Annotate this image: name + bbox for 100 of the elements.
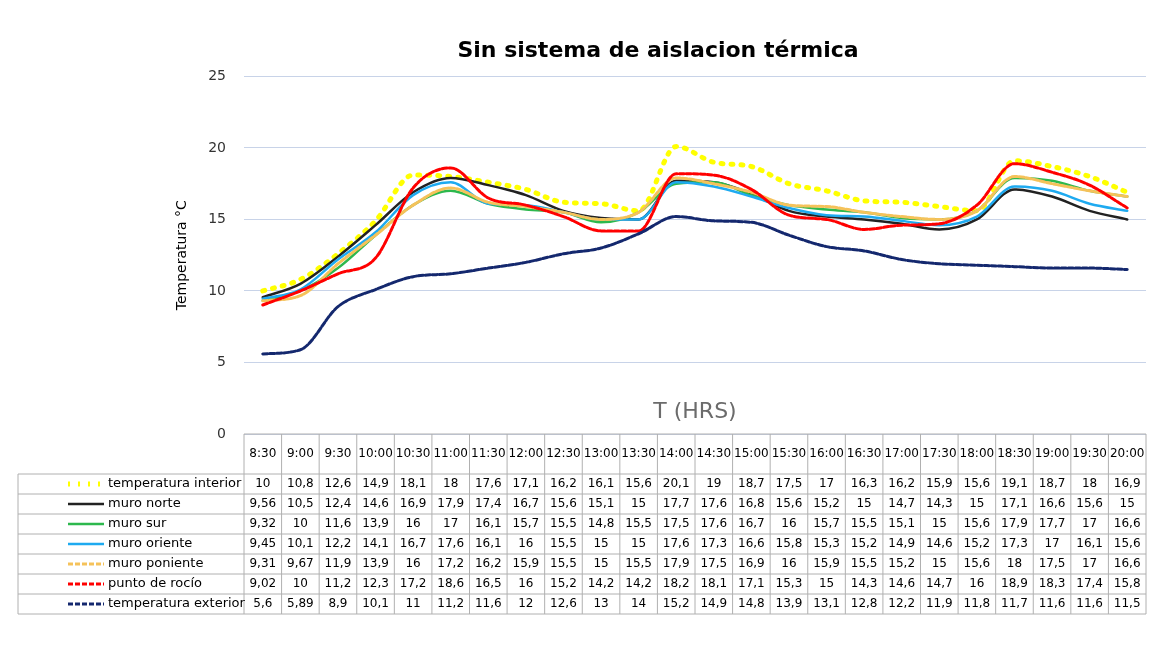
data-label: 15,2 <box>850 536 878 551</box>
data-label: 15,5 <box>625 556 652 571</box>
data-label: 15,6 <box>963 476 991 491</box>
data-label: 17,6 <box>700 516 728 531</box>
data-label: 17,7 <box>662 496 690 511</box>
data-label: 12,8 <box>850 596 878 611</box>
data-label: 12,6 <box>324 476 352 491</box>
data-label: 15 <box>931 556 947 571</box>
data-label: 12,3 <box>362 576 389 591</box>
x-tick-label: 15:00 <box>734 446 769 461</box>
data-label: 18,6 <box>437 576 465 591</box>
data-label: 14,2 <box>625 576 652 591</box>
data-label: 11 <box>405 596 421 611</box>
data-label: 15 <box>969 496 985 511</box>
x-tick-label: 14:00 <box>658 446 694 461</box>
data-label: 11,5 <box>1113 596 1141 611</box>
data-label: 11,8 <box>963 596 991 611</box>
data-label: 16 <box>969 576 985 591</box>
data-label: 17,1 <box>738 576 765 591</box>
legend-label: muro oriente <box>108 535 193 551</box>
data-label: 15,9 <box>512 556 540 571</box>
data-label: 15,6 <box>963 516 991 531</box>
data-label: 15,8 <box>1113 576 1141 591</box>
data-label: 15,6 <box>550 496 577 511</box>
data-label: 16,7 <box>399 536 427 551</box>
data-label: 15,2 <box>813 496 840 511</box>
y-tick-label: 0 <box>217 424 226 441</box>
data-label: 12 <box>518 596 534 611</box>
y-tick-label: 20 <box>208 138 226 155</box>
data-label: 17,9 <box>1001 516 1028 531</box>
x-tick-label: 19:30 <box>1072 446 1107 461</box>
data-label: 17,3 <box>700 536 728 551</box>
data-label: 11,2 <box>324 576 352 591</box>
data-label: 17,6 <box>700 496 728 511</box>
data-label: 13 <box>593 596 609 611</box>
data-label: 18,1 <box>700 576 728 591</box>
data-label: 13,9 <box>362 556 389 571</box>
data-label: 17,9 <box>662 556 690 571</box>
data-label: 9,67 <box>287 556 314 571</box>
data-label: 15,5 <box>625 516 652 531</box>
data-label: 8,9 <box>328 596 348 611</box>
data-label: 18 <box>443 476 459 491</box>
legend-label: muro sur <box>108 515 168 531</box>
data-label: 15 <box>630 496 647 511</box>
legend-label: temperatura interior <box>108 475 242 491</box>
data-label: 16 <box>518 576 534 591</box>
line-series <box>261 215 1129 356</box>
data-label: 15,2 <box>662 596 690 611</box>
data-label: 15,5 <box>550 516 577 531</box>
data-label: 12,4 <box>324 496 352 511</box>
x-tick-label: 11:30 <box>470 446 506 461</box>
data-label: 15,9 <box>925 476 953 491</box>
data-label: 17 <box>1044 536 1060 551</box>
data-label: 15,3 <box>775 576 803 591</box>
data-label: 16,1 <box>587 476 615 491</box>
data-label: 16,1 <box>1076 536 1103 551</box>
x-tick-label: 19:00 <box>1034 446 1070 461</box>
data-label: 11,7 <box>1001 596 1028 611</box>
data-label: 15 <box>1119 496 1135 511</box>
data-label: 15 <box>630 536 647 551</box>
data-label: 17,6 <box>474 476 502 491</box>
data-label: 10 <box>292 576 309 591</box>
data-label: 18,9 <box>1001 576 1028 591</box>
x-tick-label: 12:30 <box>546 446 581 461</box>
data-label: 15,5 <box>550 556 577 571</box>
data-label: 14,9 <box>700 596 728 611</box>
data-label: 15,2 <box>888 556 916 571</box>
data-label: 15 <box>593 556 609 571</box>
data-label: 19 <box>706 476 722 491</box>
x-tick-label: 13:30 <box>621 446 656 461</box>
data-label: 17,4 <box>1076 576 1103 591</box>
data-label: 11,2 <box>437 596 465 611</box>
data-label: 14,3 <box>925 496 953 511</box>
data-label: 15,7 <box>813 516 840 531</box>
data-label: 16 <box>405 556 421 571</box>
data-label: 15,5 <box>850 516 878 531</box>
data-label: 10 <box>255 476 271 491</box>
x-tick-label: 10:30 <box>395 446 431 461</box>
data-label: 15,6 <box>775 496 803 511</box>
x-tick-label: 8:30 <box>249 446 277 461</box>
data-label: 5,89 <box>287 596 314 611</box>
data-label: 16 <box>405 516 421 531</box>
data-label: 10 <box>292 516 309 531</box>
data-label: 15,2 <box>963 536 991 551</box>
data-label: 16 <box>781 556 797 571</box>
x-tick-label: 18:30 <box>997 446 1032 461</box>
data-label: 16,9 <box>738 556 765 571</box>
data-label: 16,6 <box>1038 496 1066 511</box>
data-label: 20,1 <box>662 476 690 491</box>
data-label: 9,02 <box>249 576 277 591</box>
data-label: 16,9 <box>1113 476 1141 491</box>
data-label: 15 <box>931 516 947 531</box>
data-label: 9,56 <box>249 496 277 511</box>
x-tick-label: 17:30 <box>921 446 957 461</box>
data-label: 16,7 <box>738 516 765 531</box>
x-tick-label: 12:00 <box>508 446 544 461</box>
data-label: 15,7 <box>512 516 540 531</box>
data-label: 15 <box>593 536 609 551</box>
data-label: 10,5 <box>287 496 314 511</box>
legend-label: muro poniente <box>108 555 204 571</box>
